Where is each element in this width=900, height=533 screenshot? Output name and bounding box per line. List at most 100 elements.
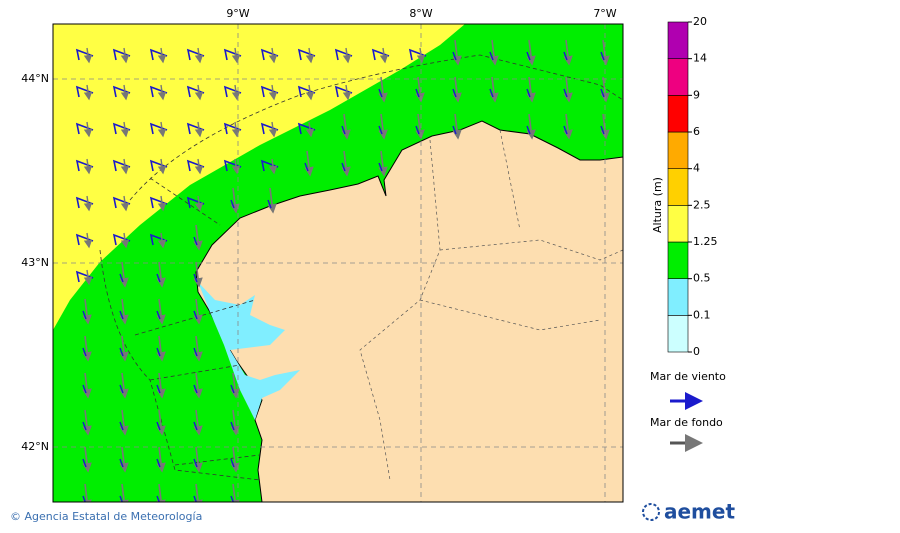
swell-arrow [119,409,129,436]
swell-arrow [194,121,204,138]
swell-arrow [378,150,388,177]
wind-sea-arrow [600,51,605,61]
swell-arrow [157,158,167,175]
swell-arrow [120,158,130,175]
swell-arrow [230,446,240,473]
swell-arrow [452,76,462,103]
swell-arrow [83,269,93,286]
lon-label: 8°W [409,7,432,20]
wind-sea-arrow [452,51,457,61]
wind-sea-arrow [378,88,383,98]
swell-arrow [119,261,129,288]
swell-arrow [193,483,203,502]
lon-label: 9°W [226,7,249,20]
colorbar-tick-label: 14 [693,52,707,65]
wind-sea-arrow [156,421,161,431]
swell-arrow [82,483,92,502]
swell-arrow [563,76,573,103]
wind-sea-arrow [156,310,161,320]
colorbar-segment [667,315,689,353]
swell-arrow [526,39,536,66]
wind-sea-arrow [82,458,87,468]
swell-arrow [119,335,129,362]
colorbar-tick-label: 0.5 [693,272,711,285]
swell-arrow [526,76,536,103]
swell-arrow [231,47,241,64]
wind-sea-arrow [193,347,198,357]
swell-arrow [563,39,573,66]
wind-sea-arrow [230,458,235,468]
swell-arrow [156,335,166,362]
swell-arrow [415,76,425,103]
arrows [75,39,610,502]
wind-sea-arrow [82,347,87,357]
swell-arrow [268,84,278,101]
swell-arrow [194,84,204,101]
map-area [53,24,623,502]
wind-sea-arrow [119,384,124,394]
swell-arrow [193,298,203,325]
wind-sea-arrow [119,421,124,431]
swell-arrow [268,121,278,138]
colorbar-segment [667,278,689,316]
wind-sea-arrow [452,125,457,135]
wind-sea-arrow [82,421,87,431]
wind-sea-arrow [193,273,198,283]
colorbar-tick-label: 0 [693,345,700,358]
sea-yellow [53,24,465,330]
wind-sea-arrow [156,273,161,283]
swell-arrow [526,113,536,140]
wind-sea-arrow [526,88,531,98]
swell-arrow [452,113,462,140]
swell-arrow [230,483,240,502]
swell-arrow [120,195,130,212]
wind-sea-arrow [82,495,86,502]
swell-arrow [231,158,241,175]
swell-arrow [157,121,167,138]
logo: aemet [642,500,735,524]
colorbar-tick-label: 1.25 [693,235,718,248]
wind-sea-arrow [600,88,605,98]
swell-arrow [82,446,92,473]
swell-arrow [156,372,166,399]
wind-sea-arrow [563,51,568,61]
lat-label: 42°N [21,440,49,453]
swell-arrow [305,84,315,101]
colorbar-segment [667,58,689,96]
swell-arrow [157,84,167,101]
wind-sea-arrow [193,310,198,320]
swell-arrow [304,150,314,177]
swell-arrow [600,113,610,140]
swell-arrow [230,409,240,436]
wind-sea-arrow [193,495,197,502]
wind-sea-arrow [193,384,198,394]
colorbar-tick-label: 2.5 [693,198,711,211]
colorbar-segment [667,21,689,59]
wind-sea-arrow [119,347,124,357]
swell-arrow [305,47,315,64]
wind-sea-arrow [489,51,494,61]
swell-arrow [82,298,92,325]
legend-label: Mar de fondo [650,416,723,429]
swell-arrow [82,372,92,399]
swell-arrow [194,47,204,64]
swell-arrow [600,39,610,66]
swell-arrow [119,372,129,399]
swell-arrow [193,446,203,473]
colorbar-title: Altura (m) [651,177,664,233]
swell-arrow [267,187,277,214]
colorbar-segment [667,205,689,243]
wind-sea-arrow [230,384,235,394]
swell-arrow [230,372,240,399]
wind-sea-arrow [119,273,124,283]
swell-arrow [193,261,203,288]
wind-sea-arrow [489,88,494,98]
swell-arrow [157,47,167,64]
wind-sea-arrow [267,199,272,209]
swell-arrow [119,483,129,502]
colorbar-segment [667,168,689,206]
swell-arrow [119,446,129,473]
swell-arrow [156,446,166,473]
swell-arrow [120,47,130,64]
